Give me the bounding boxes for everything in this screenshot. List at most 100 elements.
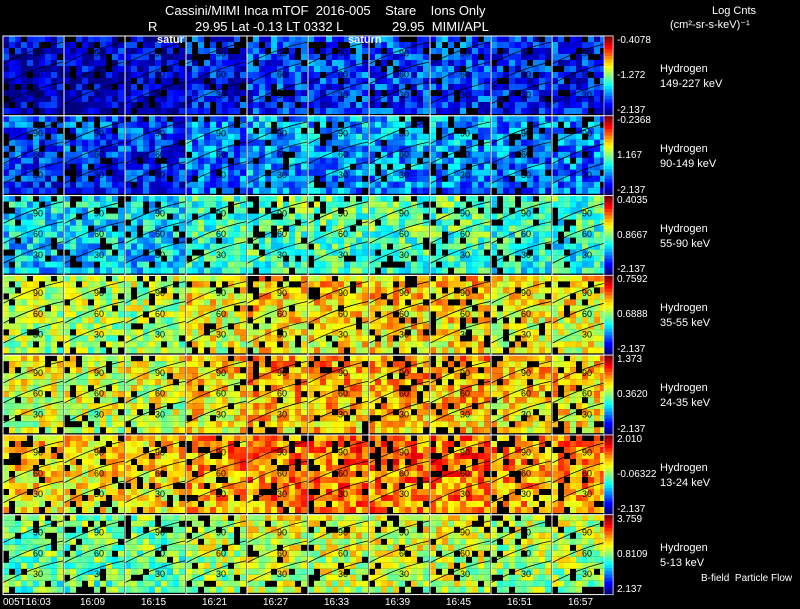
contour-label: 90 bbox=[277, 129, 287, 139]
panel-image: 30 60 90 bbox=[368, 434, 431, 516]
contour-label: 30 bbox=[582, 409, 592, 419]
panel-image: 30 60 90 bbox=[124, 35, 187, 117]
contour-label: 90 bbox=[521, 288, 531, 298]
contour-label: 60 bbox=[94, 389, 104, 399]
panel-image: 30 60 90 bbox=[246, 354, 309, 436]
contour-label: 60 bbox=[338, 229, 348, 239]
contour-label: 60 bbox=[277, 309, 287, 319]
contour-label: 30 bbox=[216, 250, 226, 260]
colorbar-min: -2.137 bbox=[617, 104, 646, 116]
contour-label: 30 bbox=[399, 90, 409, 100]
band-species: Hydrogen bbox=[660, 461, 708, 474]
time-label: 16:21 bbox=[202, 597, 228, 608]
contour-label: 30 bbox=[338, 250, 348, 260]
colorbar-max: 3.759 bbox=[617, 513, 643, 525]
band-label: Hydrogen 13-24 keV bbox=[660, 461, 710, 491]
contour-label: 30 bbox=[33, 90, 43, 100]
contour-label: 60 bbox=[399, 548, 409, 558]
contour-label: 60 bbox=[33, 229, 43, 239]
band-energy: 35-55 keV bbox=[660, 317, 711, 330]
contour-label: 90 bbox=[582, 49, 592, 59]
panel-image: 30 60 90 bbox=[2, 35, 65, 117]
panel-image: 30 60 90 bbox=[551, 115, 614, 197]
panel-image: 30 60 90 bbox=[429, 274, 492, 356]
panel-image: 30 60 90 bbox=[246, 35, 309, 117]
contour-label: 30 bbox=[33, 489, 43, 499]
contour-label: 60 bbox=[33, 548, 43, 558]
contour-label: 30 bbox=[521, 489, 531, 499]
panel-image: 30 60 90 bbox=[63, 115, 126, 197]
panel-image: 30 60 90 bbox=[124, 434, 187, 516]
contour-label: 60 bbox=[521, 69, 531, 79]
contour-label: 30 bbox=[33, 569, 43, 579]
contour-label: 30 bbox=[399, 409, 409, 419]
contour-label: 60 bbox=[216, 548, 226, 558]
contour-label: 30 bbox=[277, 250, 287, 260]
time-label: 16:57 bbox=[568, 597, 594, 608]
contour-label: 60 bbox=[155, 149, 165, 159]
contour-label: 60 bbox=[216, 309, 226, 319]
contour-label: 60 bbox=[399, 389, 409, 399]
contour-label: 30 bbox=[155, 250, 165, 260]
panel-image: 30 60 90 bbox=[429, 514, 492, 596]
contour-label: 60 bbox=[338, 389, 348, 399]
contour-label: 30 bbox=[399, 170, 409, 180]
contour-label: 30 bbox=[33, 409, 43, 419]
panel-image: 30 60 90 bbox=[246, 434, 309, 516]
panel-image: 30 60 90 bbox=[2, 434, 65, 516]
band-energy: 90-149 keV bbox=[660, 157, 717, 170]
contour-label: 60 bbox=[155, 309, 165, 319]
colorbar-max: -0.4078 bbox=[617, 35, 651, 46]
contour-label: 60 bbox=[460, 548, 470, 558]
panel-image: 30 60 90 bbox=[2, 274, 65, 356]
band-species: Hydrogen bbox=[660, 302, 708, 315]
colorbar-mid: 0.3620 bbox=[617, 389, 648, 401]
contour-label: 60 bbox=[460, 69, 470, 79]
contour-label: 90 bbox=[94, 49, 104, 59]
panel-image: 30 60 90 bbox=[185, 195, 248, 276]
contour-label: 30 bbox=[277, 330, 287, 340]
panel-image: 30 60 90 bbox=[185, 115, 248, 197]
contour-label: 90 bbox=[216, 288, 226, 298]
contour-label: 90 bbox=[399, 448, 409, 458]
contour-label: 90 bbox=[33, 49, 43, 59]
contour-label: 90 bbox=[338, 528, 348, 538]
contour-label: 90 bbox=[33, 448, 43, 458]
contour-label: 90 bbox=[155, 208, 165, 218]
contour-label: 30 bbox=[216, 90, 226, 100]
contour-label: 60 bbox=[338, 468, 348, 478]
colorbar-min: -2.137 bbox=[617, 344, 646, 356]
panel-image: 30 60 90 bbox=[307, 434, 370, 516]
contour-label: 90 bbox=[582, 448, 592, 458]
time-label: 16:15 bbox=[141, 597, 167, 608]
contour-label: 90 bbox=[399, 528, 409, 538]
panel-image: 30 60 90 bbox=[551, 354, 614, 436]
contour-label: 90 bbox=[216, 49, 226, 59]
contour-label: 60 bbox=[582, 69, 592, 79]
contour-label: 90 bbox=[460, 528, 470, 538]
contour-label: 30 bbox=[216, 330, 226, 340]
contour-label: 30 bbox=[94, 170, 104, 180]
band-label: Hydrogen 90-149 keV bbox=[660, 142, 716, 172]
contour-label: 60 bbox=[216, 468, 226, 478]
band-label: Hydrogen 55-90 keV bbox=[660, 222, 710, 252]
panel-image: 30 60 90 bbox=[307, 274, 370, 356]
contour-label: 30 bbox=[277, 569, 287, 579]
contour-label: 90 bbox=[277, 448, 287, 458]
contour-label: 60 bbox=[33, 69, 43, 79]
contour-label: 30 bbox=[94, 489, 104, 499]
contour-label: 30 bbox=[94, 409, 104, 419]
contour-label: 60 bbox=[277, 468, 287, 478]
panel-image: 30 60 90 bbox=[2, 354, 65, 436]
contour-label: 90 bbox=[399, 49, 409, 59]
panel-image: 30 60 90 bbox=[185, 35, 248, 117]
contour-label: 30 bbox=[94, 250, 104, 260]
contour-label: 90 bbox=[155, 448, 165, 458]
contour-label: 30 bbox=[216, 409, 226, 419]
colorbar-max: 0.4035 bbox=[617, 194, 648, 206]
panel-image: 30 60 90 bbox=[490, 35, 553, 117]
colorbar bbox=[603, 354, 614, 436]
contour-label: 30 bbox=[582, 90, 592, 100]
contour-label: 30 bbox=[216, 569, 226, 579]
